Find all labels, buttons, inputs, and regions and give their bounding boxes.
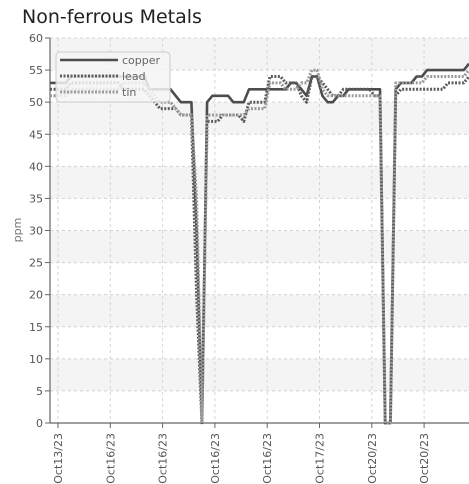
y-axis-label: ppm [11, 218, 24, 243]
x-tick-label: Oct20/23 [366, 433, 379, 484]
y-tick-label: 55 [29, 64, 43, 77]
legend[interactable]: copper lead tin [55, 51, 171, 103]
y-tick-label: 50 [29, 96, 43, 109]
y-tick-label: 40 [29, 160, 43, 173]
y-tick-label: 35 [29, 192, 43, 205]
x-tick-label: Oct16/23 [157, 433, 170, 484]
x-tick-label: Oct20/23 [418, 433, 431, 484]
y-axis-ticks: 0 5 10 15 20 25 30 35 40 45 50 55 60 [29, 32, 50, 430]
plot-band [50, 166, 469, 199]
y-tick-label: 15 [29, 321, 43, 334]
y-tick-label: 20 [29, 289, 43, 302]
legend-label-copper: copper [122, 54, 161, 67]
legend-label-lead: lead [122, 70, 146, 83]
plot-band [50, 230, 469, 263]
x-axis-ticks: Oct13/23 Oct16/23 Oct16/23 Oct16/23 Oct16/23… [52, 423, 431, 484]
chart-title: Non-ferrous Metals [22, 6, 202, 28]
y-tick-label: 0 [36, 417, 43, 430]
x-tick-label: Oct16/23 [261, 433, 274, 484]
x-tick-label: Oct16/23 [104, 433, 117, 484]
y-tick-label: 60 [29, 32, 43, 45]
x-tick-label: Oct16/23 [209, 433, 222, 484]
y-tick-label: 30 [29, 225, 43, 238]
legend-label-tin: tin [122, 86, 136, 99]
plot-band [50, 294, 469, 327]
y-tick-label: 5 [36, 385, 43, 398]
x-tick-label: Oct17/23 [314, 433, 327, 484]
y-tick-label: 25 [29, 257, 43, 270]
grid-lines [50, 37, 469, 423]
plot-band [50, 102, 469, 135]
x-tick-label: Oct13/23 [52, 433, 65, 484]
y-tick-label: 45 [29, 128, 43, 141]
y-tick-label: 10 [29, 353, 43, 366]
plot-band [50, 358, 469, 391]
